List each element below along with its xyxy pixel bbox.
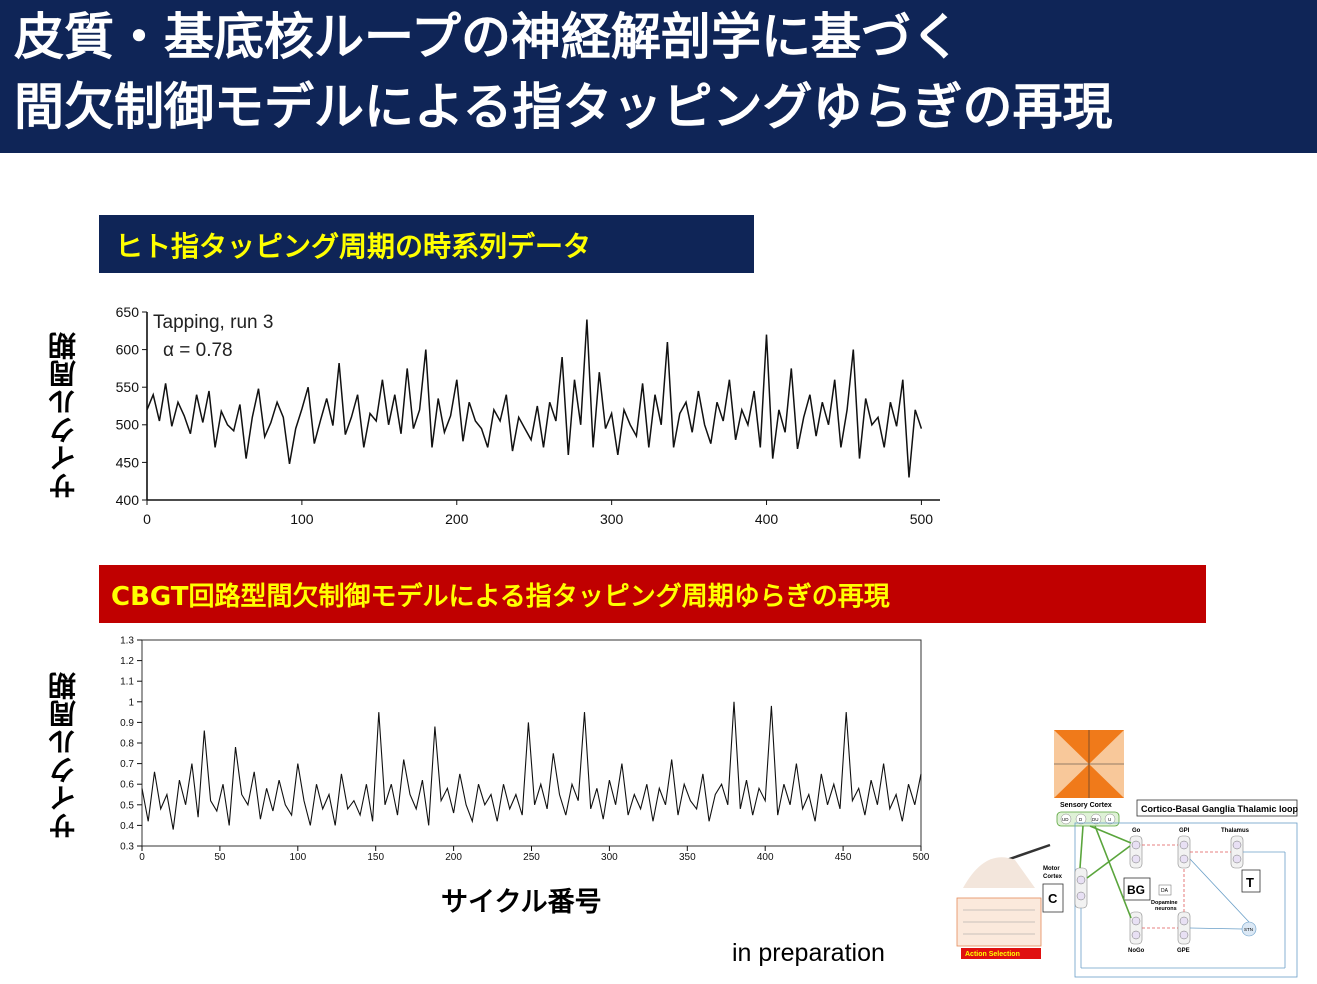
plot-frame <box>141 639 922 847</box>
action-selection-box <box>961 948 1041 959</box>
panel2-label-box: CBGT回路型間欠制御モデルによる指タッピング周期ゆらぎの再現 <box>99 565 1206 623</box>
y-tick-label: 0.6 <box>120 780 134 791</box>
x-tick-label: 150 <box>367 852 384 863</box>
sensory-unit-d: D <box>1079 817 1083 822</box>
y-tick-label: 400 <box>116 492 140 508</box>
y-tick-label: 0.7 <box>120 759 134 770</box>
nogo-label: NoGo <box>1128 948 1145 954</box>
title-line-1: 皮質・基底核ループの神経解剖学に基づく <box>14 8 961 66</box>
series-line-0 <box>141 701 922 830</box>
gpe-label: GPE <box>1177 948 1190 954</box>
tapping-chart: 0 100 200 300 400 500 400 450 500 550 600 650 Tappin… <box>116 304 940 527</box>
y-tick-label: 500 <box>116 417 140 433</box>
action-selection-label: Action Selection <box>965 951 1020 958</box>
panel1-ylabel: サイクル周期 <box>47 332 80 500</box>
thalamus-label: Thalamus <box>1221 828 1250 834</box>
cbgt-diagram: Sensory Cortex UD D DU U Cortico-Basal G… <box>956 730 1299 978</box>
motor-cortex-label-2: Cortex <box>1043 874 1063 880</box>
t-box <box>1241 869 1261 893</box>
y-tick-label: 0.5 <box>120 800 134 811</box>
y-tick-label: 1.1 <box>120 677 134 688</box>
y-tick-label: 550 <box>116 379 140 395</box>
motor-cortex-label-1: Motor <box>1043 866 1060 872</box>
y-tick-label: 600 <box>116 342 140 358</box>
hand-icon <box>963 857 1035 888</box>
x-tick-label: 50 <box>214 852 226 863</box>
chart-annotation: α = 0.78 <box>163 340 233 361</box>
x-tick-label: 450 <box>835 852 852 863</box>
sensory-unit-u: U <box>1108 817 1111 822</box>
dopamine-label-2: neurons <box>1155 906 1177 912</box>
model-chart: 0 50 100 150 200 250 300 350 400 450 500 0.3 0.4 0.5 0… <box>120 636 930 864</box>
x-tick-label: 350 <box>679 852 696 863</box>
x-tick-label: 200 <box>445 852 462 863</box>
chart-title: Tapping, run 3 <box>153 312 273 333</box>
y-tick-label: 0.8 <box>120 739 134 750</box>
loop-title-box <box>1136 799 1298 817</box>
panel1-label: ヒト指タッピング周期の時系列データ <box>115 230 592 263</box>
c-label: C <box>1048 891 1058 906</box>
y-tick-label: 1.3 <box>120 636 134 647</box>
x-tick-label: 300 <box>601 852 618 863</box>
t-label: T <box>1246 875 1254 890</box>
panel1-label-box: ヒト指タッピング周期の時系列データ <box>99 215 754 273</box>
bg-label: BG <box>1127 883 1145 897</box>
series-line-0 <box>146 319 923 478</box>
dopamine-label-1: Dopamine <box>1151 900 1178 906</box>
sensory-unit-du: DU <box>1092 817 1099 822</box>
y-tick-label: 1 <box>128 697 134 708</box>
sensory-unit-ud: UD <box>1062 817 1069 822</box>
bg-box <box>1123 877 1151 901</box>
x-tick-label: 300 <box>600 511 624 527</box>
title-line-2: 間欠制御モデルによる指タッピングゆらぎの再現 <box>14 78 1113 136</box>
x-tick-label: 200 <box>445 511 469 527</box>
y-tick-label: 450 <box>116 454 140 470</box>
panel2-xlabel: サイクル番号 <box>441 887 602 918</box>
loop-title: Cortico-Basal Ganglia Thalamic loop <box>1141 804 1299 814</box>
motor-units <box>1074 867 1088 909</box>
x-tick-label: 100 <box>289 852 306 863</box>
go-label: Go <box>1132 828 1141 834</box>
panel2-label: CBGT回路型間欠制御モデルによる指タッピング周期ゆらぎの再現 <box>111 582 890 612</box>
x-tick-label: 100 <box>290 511 314 527</box>
y-tick-label: 650 <box>116 304 140 320</box>
stn-label: STN <box>1244 927 1253 932</box>
sensory-cortex-label: Sensory Cortex <box>1060 802 1112 809</box>
x-tick-label: 400 <box>755 511 779 527</box>
x-tick-label: 400 <box>757 852 774 863</box>
sensory-units: UD D DU U <box>1056 811 1120 827</box>
panel2-ylabel: サイクル周期 <box>47 672 80 840</box>
gpi-label: GPI <box>1179 828 1190 834</box>
x-tick-label: 250 <box>523 852 540 863</box>
y-tick-label: 0.4 <box>120 821 134 832</box>
c-box <box>1042 883 1064 913</box>
x-tick-label: 500 <box>913 852 930 863</box>
title-banner: 皮質・基底核ループの神経解剖学に基づく 間欠制御モデルによる指タッピングゆらぎの… <box>0 0 1317 153</box>
x-tick-label: 0 <box>139 852 145 863</box>
y-tick-label: 0.9 <box>120 718 134 729</box>
x-tick-label: 500 <box>910 511 934 527</box>
x-tick-label: 0 <box>143 511 151 527</box>
da-label: DA <box>1161 888 1169 894</box>
sensory-cortex-block <box>1054 730 1124 798</box>
y-tick-label: 0.3 <box>120 842 134 853</box>
in-preparation-note: in preparation <box>732 939 885 967</box>
y-tick-label: 1.2 <box>120 656 134 667</box>
